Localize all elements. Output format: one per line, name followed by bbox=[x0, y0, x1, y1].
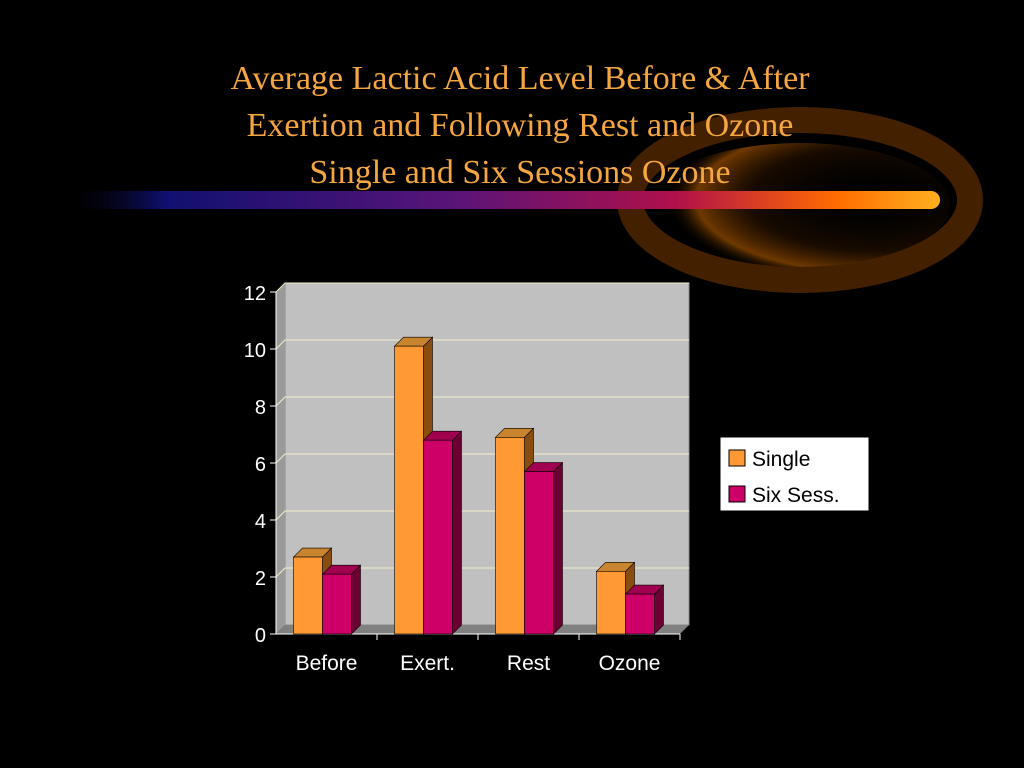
title-line-1: Average Lactic Acid Level Before & After bbox=[230, 60, 810, 97]
y-tick-label: 4 bbox=[255, 511, 266, 533]
bar-side bbox=[351, 564, 361, 635]
x-tick-label: Rest bbox=[507, 652, 550, 675]
y-tick-label: 2 bbox=[255, 568, 266, 590]
x-tick-label: Before bbox=[296, 652, 358, 675]
x-tick-label: Exert. bbox=[400, 652, 455, 675]
bar-side bbox=[553, 461, 563, 635]
title-line-3: Single and Six Sessions Ozone bbox=[309, 154, 731, 191]
bar-ozone-single bbox=[596, 570, 626, 635]
legend-swatch bbox=[728, 485, 746, 503]
bar-side bbox=[452, 430, 462, 635]
bar-rest-single bbox=[495, 437, 525, 635]
slide-title: Average Lactic Acid Level Before & After… bbox=[80, 55, 960, 196]
gridline bbox=[275, 396, 689, 407]
plot-floor bbox=[276, 625, 689, 634]
y-tick-label: 8 bbox=[255, 397, 266, 419]
swoosh-bar bbox=[60, 191, 940, 209]
y-tick-label: 12 bbox=[244, 283, 266, 305]
bar-exert-six bbox=[423, 439, 453, 635]
legend-label: Six Sess. bbox=[752, 484, 840, 507]
legend-swatch bbox=[728, 449, 746, 467]
y-tick-label: 6 bbox=[255, 454, 266, 476]
legend-label: Single bbox=[752, 448, 810, 471]
y-tick-label: 10 bbox=[244, 340, 266, 362]
legend: Single Six Sess. bbox=[719, 436, 870, 512]
bar-before-six bbox=[322, 573, 352, 635]
x-tick-label: Ozone bbox=[599, 652, 661, 675]
y-tick-label: 0 bbox=[255, 625, 266, 647]
gridline bbox=[275, 282, 689, 293]
title-line-2: Exertion and Following Rest and Ozone bbox=[246, 107, 794, 144]
bar-ozone-six bbox=[625, 593, 655, 635]
bar-before-single bbox=[293, 556, 323, 635]
bar-exert-single bbox=[394, 345, 424, 635]
gridline bbox=[275, 339, 689, 350]
bar-rest-six bbox=[524, 471, 554, 635]
gridline bbox=[275, 453, 689, 464]
